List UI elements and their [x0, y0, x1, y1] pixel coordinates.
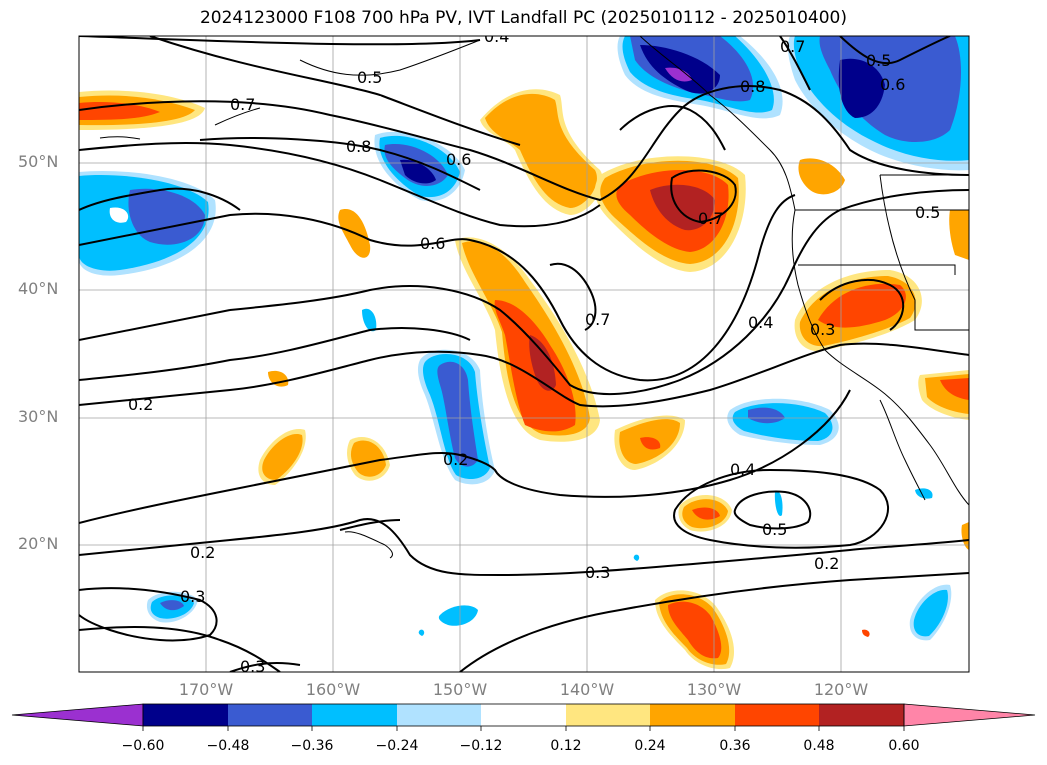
colorbar-frame	[142, 703, 905, 727]
lon-tick-label: 160°W	[305, 680, 361, 699]
contour-label: 0.3	[810, 320, 835, 339]
colorbar-segment	[819, 704, 904, 726]
lon-tick-label: 120°W	[813, 680, 869, 699]
lon-tick-label: 150°W	[432, 680, 488, 699]
colorbar-tick-label: 0.60	[888, 738, 920, 754]
pv-contours	[79, 36, 969, 672]
colorbar-tick-label: −0.12	[459, 738, 503, 754]
colorbar-segment	[312, 704, 397, 726]
coastlines	[99, 36, 969, 559]
contour-label: 0.5	[866, 51, 891, 70]
colorbar-tick-label: 0.48	[803, 738, 835, 754]
colorbar-segment	[481, 704, 566, 726]
gridlines	[79, 36, 969, 672]
lat-tick-label: 30°N	[18, 407, 59, 426]
lon-tick-label: 170°W	[178, 680, 234, 699]
colorbar-segment	[650, 704, 735, 726]
colorbar-tick-label: −0.60	[121, 738, 165, 754]
map-title: 2024123000 F108 700 hPa PV, IVT Landfall…	[199, 8, 847, 28]
contour-label: 0.2	[814, 554, 839, 573]
colorbar-underflow	[11, 703, 144, 727]
colorbar-segment	[143, 704, 228, 726]
contour-label: 0.4	[748, 313, 773, 332]
contour-label: 0.6	[446, 150, 471, 169]
contour-label: 0.7	[698, 209, 723, 228]
contour-labels: 0.4 0.5 0.5 0.6 0.7 0.7 0.8 0.8 0.6 0.6 …	[128, 27, 940, 676]
contour-label: 0.7	[230, 95, 255, 114]
contour-label: 0.3	[240, 657, 265, 676]
colorbar-segment	[228, 704, 312, 726]
contour-label: 0.7	[585, 310, 610, 329]
lat-tick-label: 20°N	[18, 534, 59, 553]
contour-label: 0.2	[190, 543, 215, 562]
contour-label: 0.2	[443, 450, 468, 469]
contour-label: 0.2	[128, 395, 153, 414]
lon-tick-label: 130°W	[686, 680, 742, 699]
colorbar-overflow	[903, 703, 1036, 727]
contour-label: 0.6	[420, 234, 445, 253]
map-frame	[78, 35, 970, 673]
colorbar	[11, 703, 1036, 731]
contour-label: 0.3	[180, 587, 205, 606]
lat-tick-label: 50°N	[18, 152, 59, 171]
contour-label: 0.5	[762, 520, 787, 539]
contour-label: 0.6	[880, 75, 905, 94]
colorbar-tick-label: −0.24	[375, 738, 419, 754]
contour-label: 0.3	[585, 563, 610, 582]
colorbar-tick-label: 0.12	[550, 738, 582, 754]
colorbar-tick-label: 0.36	[719, 738, 751, 754]
lat-tick-label: 40°N	[18, 279, 59, 298]
colorbar-tick-label: 0.24	[634, 738, 666, 754]
colorbar-segment	[566, 704, 650, 726]
contour-label: 0.7	[780, 37, 805, 56]
colorbar-tick-label: −0.48	[206, 738, 250, 754]
contour-label: 0.4	[484, 27, 509, 46]
contour-label: 0.8	[346, 137, 371, 156]
contour-label: 0.5	[357, 68, 382, 87]
contour-label: 0.8	[740, 77, 765, 96]
contour-label: 0.4	[730, 460, 755, 479]
colorbar-segment	[735, 704, 819, 726]
colorbar-segment	[397, 704, 481, 726]
lon-tick-label: 140°W	[559, 680, 615, 699]
colorbar-tick-label: −0.36	[290, 738, 334, 754]
map-panel: 0.4 0.5 0.5 0.6 0.7 0.7 0.8 0.8 0.6 0.6 …	[79, 27, 969, 676]
contour-label: 0.5	[915, 203, 940, 222]
